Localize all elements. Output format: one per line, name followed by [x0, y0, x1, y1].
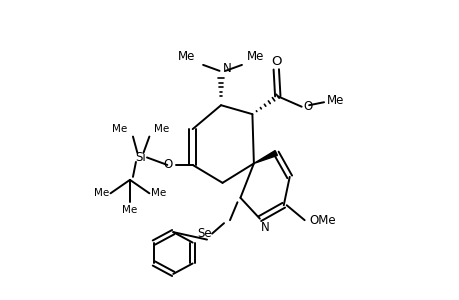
Text: Me: Me [122, 205, 137, 215]
Text: Me: Me [153, 124, 169, 134]
Text: O: O [163, 158, 172, 170]
Text: Me: Me [112, 124, 127, 134]
Text: O: O [270, 55, 281, 68]
Text: Me: Me [326, 94, 344, 107]
Text: Me: Me [246, 50, 263, 63]
Text: OMe: OMe [308, 214, 335, 227]
Text: Si: Si [135, 151, 146, 164]
Polygon shape [253, 151, 277, 164]
Text: Me: Me [151, 188, 166, 198]
Text: Se: Se [197, 227, 212, 240]
Text: Me: Me [178, 50, 195, 63]
Text: N: N [261, 221, 269, 234]
Text: Me: Me [94, 188, 109, 198]
Text: O: O [302, 100, 312, 113]
Text: N: N [222, 62, 231, 75]
